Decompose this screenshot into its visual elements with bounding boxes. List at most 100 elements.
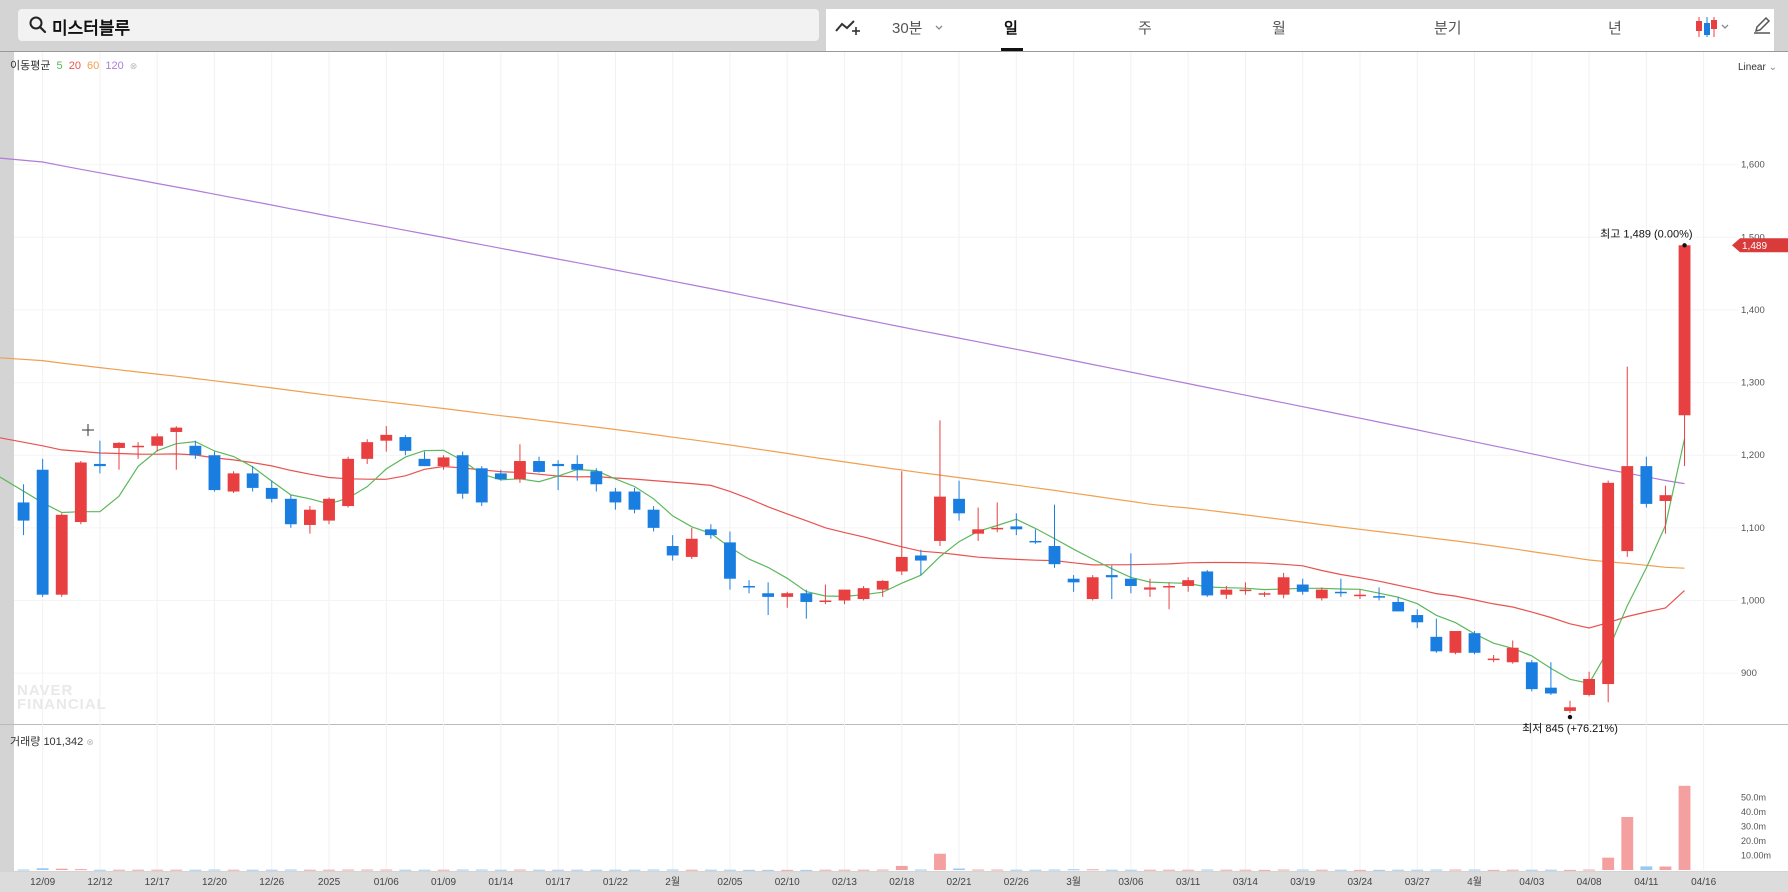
volume-tick-label: 20.0m	[1741, 836, 1766, 846]
scale-select[interactable]: Linear ⌄	[1738, 62, 1777, 73]
volume-bar	[418, 869, 431, 871]
candle-body	[399, 437, 412, 451]
x-tick-label: 02/18	[889, 877, 914, 888]
close-icon[interactable]: ⊗	[129, 61, 138, 71]
stock-name: 미스터블루	[52, 19, 131, 38]
tab-quarter[interactable]: 분기	[1434, 20, 1462, 37]
volume-bar	[914, 869, 927, 871]
candle-body	[800, 593, 813, 602]
candle-body	[1144, 587, 1156, 590]
candle-body	[361, 442, 374, 459]
volume-bar	[838, 869, 851, 871]
ma-legend[interactable]: 이동평균 5 20 60 120 ⊗	[10, 57, 140, 73]
candle-body	[208, 455, 221, 491]
candle-body	[1506, 647, 1519, 663]
volume-bar	[1201, 869, 1214, 871]
x-tick-label: 02/26	[1004, 877, 1029, 888]
last-price-label: 1,489	[1742, 241, 1767, 252]
ma60-line	[0, 357, 1685, 569]
x-tick-label: 12/09	[30, 877, 55, 888]
volume-bar	[1449, 869, 1462, 871]
volume-bar	[55, 868, 68, 870]
price-chart[interactable]: 12/09 12/12 12/17 12/20 12/26 2025 01/06 01/09 0…	[0, 52, 1788, 892]
candle-body	[418, 458, 431, 467]
volume-bar	[1010, 869, 1023, 871]
volume-bar	[284, 869, 297, 871]
low-annotation: 최저 845 (+76.21%)	[1522, 722, 1618, 735]
candle-body	[819, 600, 832, 603]
candle-body	[1124, 578, 1137, 586]
volume-value: 101,342	[43, 736, 84, 748]
candle-body	[685, 538, 698, 557]
volume-bar	[571, 869, 584, 871]
volume-bar	[1067, 869, 1080, 871]
high-marker	[1682, 243, 1687, 248]
x-tick-label: 01/22	[603, 877, 628, 888]
candle-body	[132, 445, 145, 448]
candle-body	[342, 458, 355, 507]
volume-bar	[246, 869, 259, 871]
volume-bar	[704, 869, 717, 871]
tab-week[interactable]: 주	[1138, 20, 1152, 37]
tab-month[interactable]: 월	[1272, 20, 1286, 37]
x-tick-label: 03/11	[1176, 877, 1201, 888]
volume-bar	[762, 869, 775, 871]
pencil-icon[interactable]	[1752, 15, 1772, 35]
volume-bar	[1296, 869, 1309, 871]
chevron-down-icon[interactable]: ⌄	[1768, 62, 1777, 73]
volume-bar	[1487, 869, 1500, 871]
candle-body	[113, 442, 125, 448]
tab-year[interactable]: 년	[1608, 20, 1622, 37]
volume-tick-label: 40.0m	[1741, 807, 1766, 817]
candle-body	[914, 555, 927, 561]
x-tick-label: 04/08	[1577, 877, 1602, 888]
volume-bar	[1468, 869, 1481, 871]
close-icon[interactable]: ⊗	[86, 737, 94, 747]
candle-body	[1468, 633, 1481, 653]
search-icon[interactable]	[28, 15, 48, 35]
volume-bar	[265, 869, 278, 871]
volume-bar	[876, 869, 889, 871]
volume-pane	[14, 725, 1788, 871]
candle-body	[647, 509, 660, 528]
volume-bar	[972, 869, 985, 871]
watermark-line-2: FINANCIAL	[17, 696, 107, 713]
interval-select[interactable]: 30분	[892, 20, 923, 37]
volume-bar	[895, 865, 908, 870]
candle-body	[456, 455, 469, 494]
candle-body	[1201, 571, 1214, 596]
price-tick-label: 1,600	[1741, 160, 1765, 171]
candle-body	[1067, 578, 1080, 583]
candle-body	[590, 471, 603, 485]
stock-search-box[interactable]: 미스터블루	[18, 9, 819, 41]
x-tick-label: 12/12	[87, 877, 112, 888]
candle-body	[1411, 615, 1424, 623]
volume-bar	[685, 869, 698, 871]
volume-bar	[456, 869, 469, 871]
indicator-add-icon[interactable]	[834, 17, 860, 37]
x-tick-label: 01/06	[374, 877, 399, 888]
candle-body	[1182, 580, 1195, 586]
chevron-down-icon[interactable]	[934, 24, 944, 32]
candle-body	[1220, 589, 1233, 595]
volume-tick-label: 50.0m	[1741, 792, 1766, 802]
volume-bar	[380, 869, 393, 871]
volume-legend[interactable]: 거래량 101,342 ⊗	[10, 733, 94, 749]
tab-day[interactable]: 일	[1004, 20, 1018, 37]
candle-type-icon[interactable]	[1694, 15, 1730, 39]
volume-bar	[1430, 869, 1443, 871]
volume-bar	[36, 868, 49, 870]
volume-bar	[1506, 869, 1519, 871]
candle-body	[494, 473, 507, 480]
high-annotation: 최고 1,489 (0.00%)	[1600, 227, 1692, 240]
candle-body	[151, 436, 164, 446]
candle-body	[724, 542, 736, 579]
candle-body	[1564, 707, 1576, 711]
candle-body	[991, 527, 1004, 530]
candle-body	[934, 496, 946, 541]
volume-bar	[113, 869, 125, 871]
candle-body	[762, 593, 775, 597]
x-tick-label: 03/24	[1347, 877, 1372, 888]
x-tick-label: 04/03	[1519, 877, 1544, 888]
x-tick-label: 2월	[665, 876, 680, 888]
